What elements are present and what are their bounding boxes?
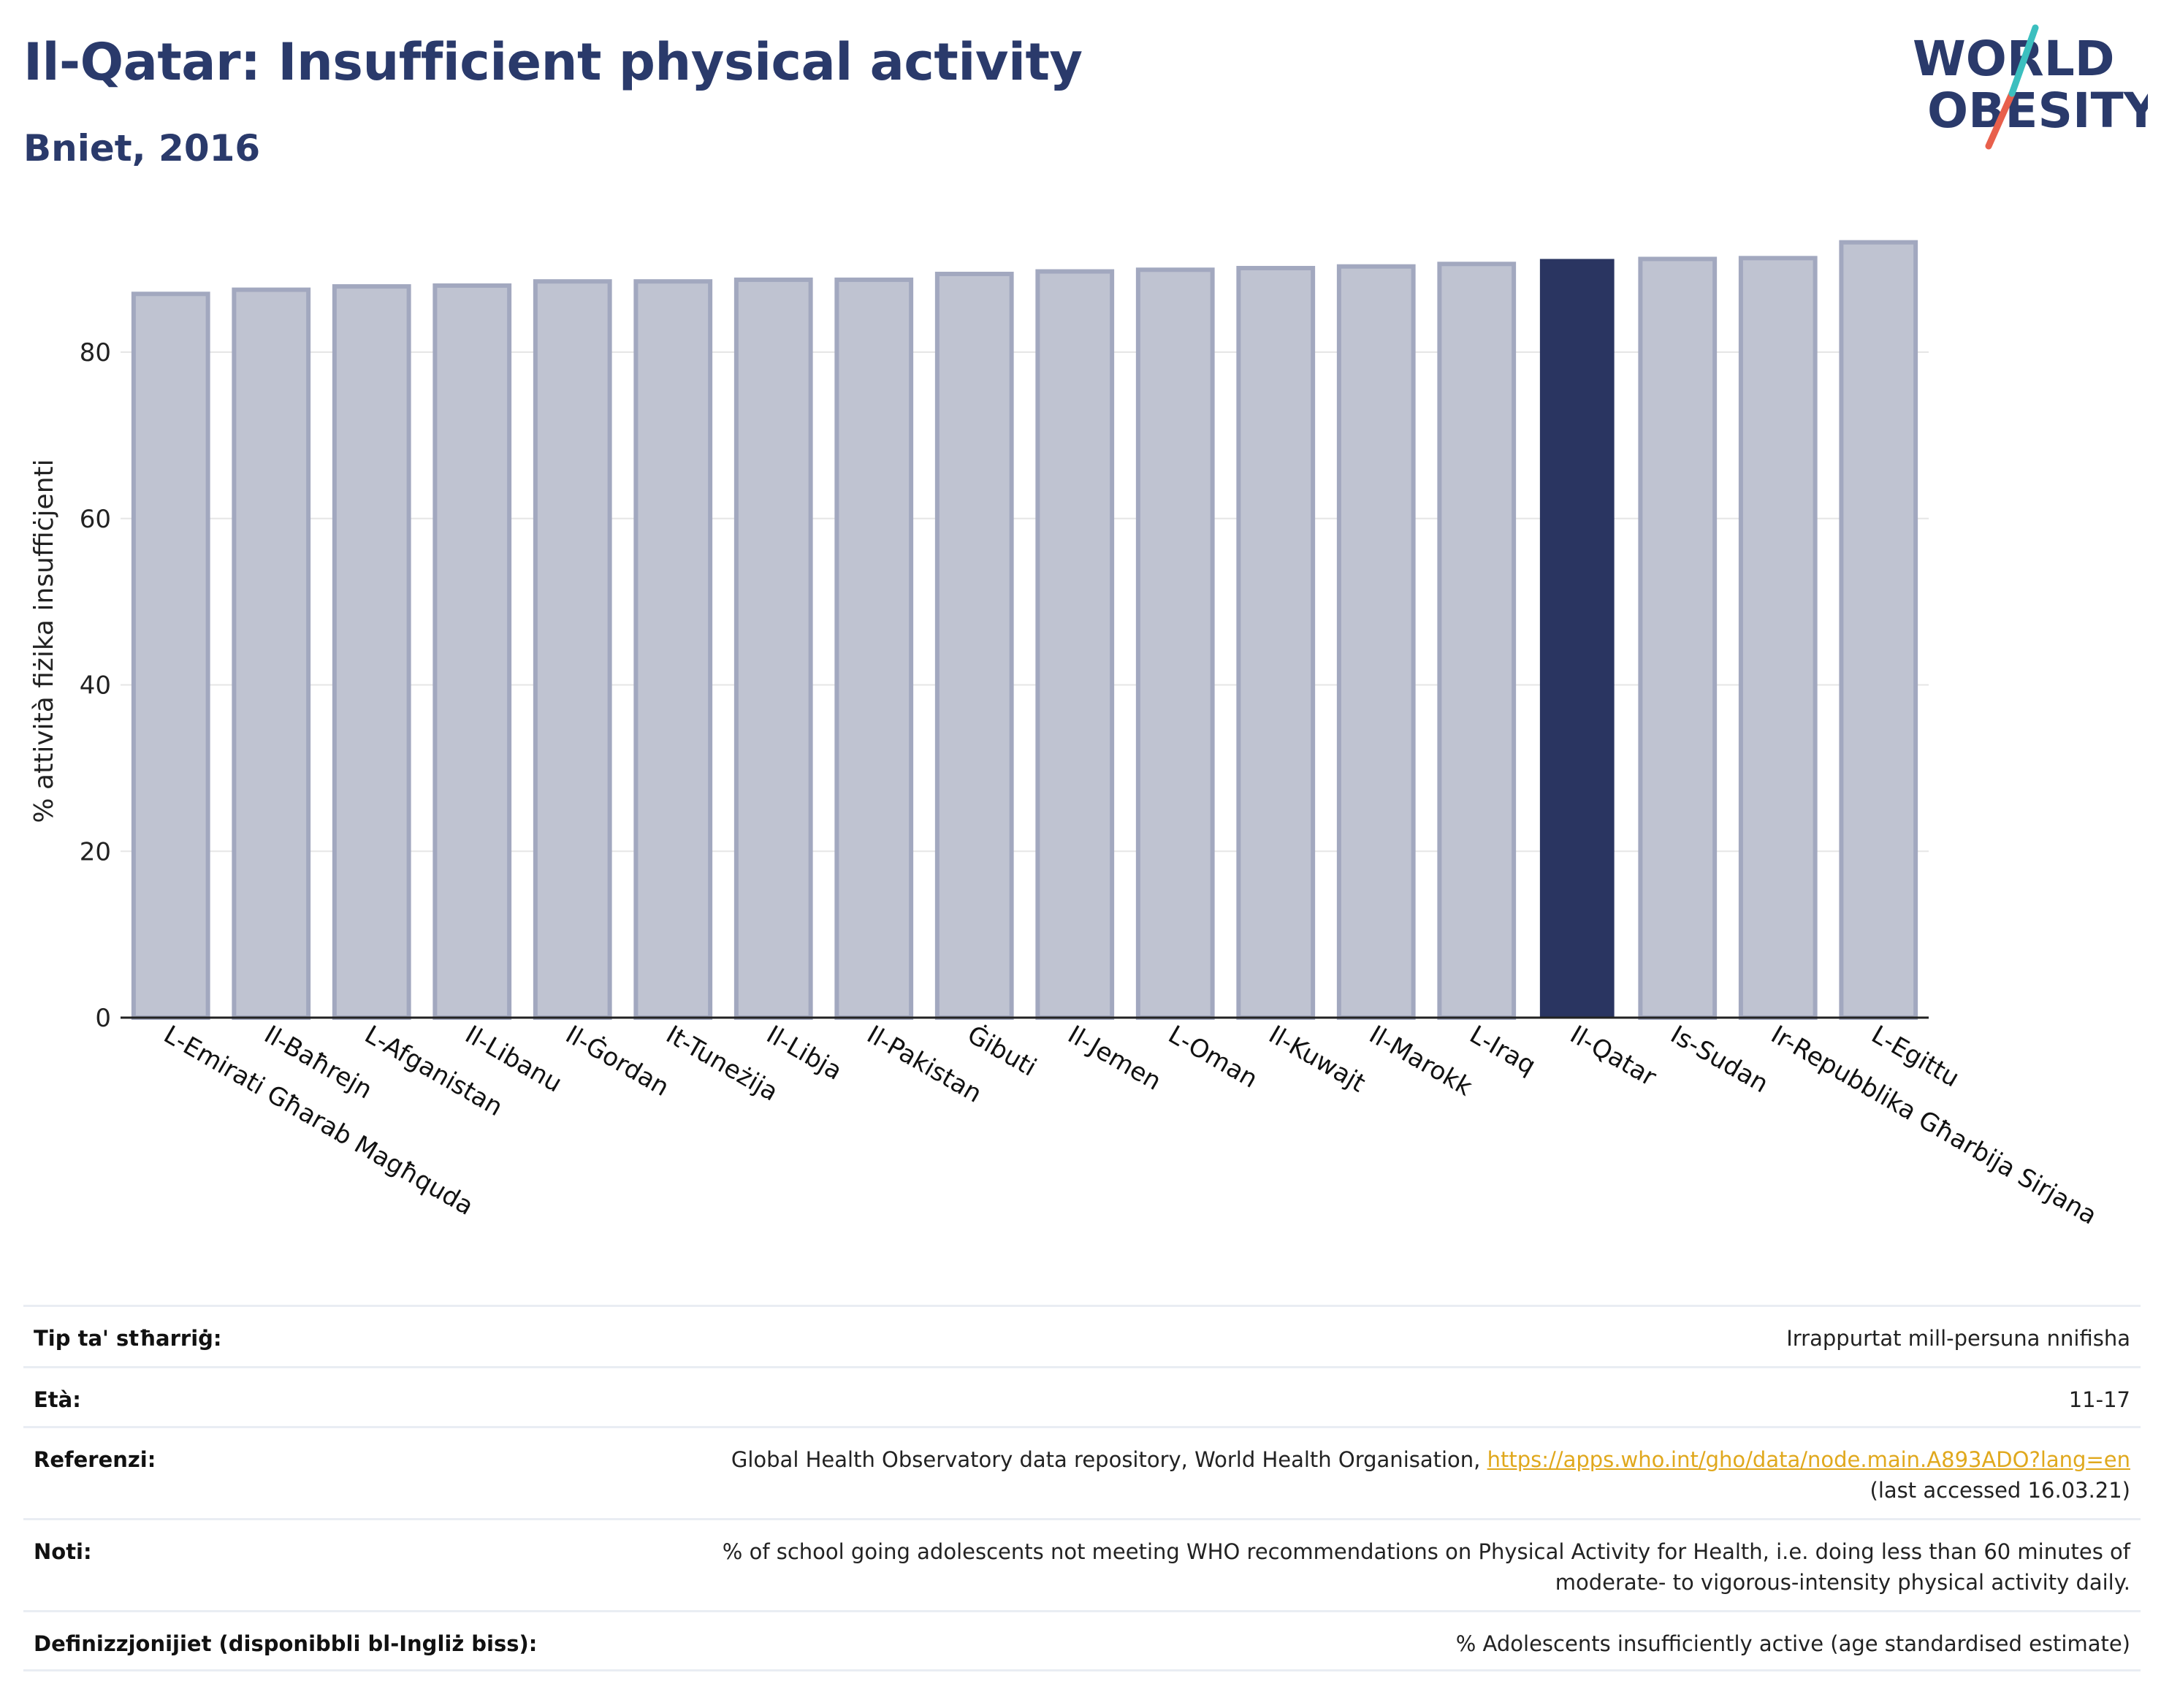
bar xyxy=(332,284,411,1020)
references-value: Global Health Observatory data repositor… xyxy=(731,1444,2130,1506)
bar xyxy=(1539,259,1615,1018)
bar xyxy=(1236,265,1316,1021)
bar xyxy=(131,291,210,1021)
bar xyxy=(1738,256,1818,1020)
notes-value: % of school going adolescents not meetin… xyxy=(722,1539,2130,1595)
age-row: Età: 11-17 xyxy=(23,1366,2141,1426)
notes-row: Noti: % of school going adolescents not … xyxy=(23,1518,2141,1610)
notes-label: Noti: xyxy=(34,1539,92,1564)
x-tick-label: Il-Marokk xyxy=(1364,1020,1477,1102)
x-tick-label: Il-Jemen xyxy=(1063,1020,1166,1097)
world-obesity-logo: WORLD OBESITY xyxy=(1913,24,2148,150)
definitions-label: Definizzjonijiet (disponibbli bl-Ingliż … xyxy=(34,1631,538,1656)
bar xyxy=(1336,264,1416,1020)
bar xyxy=(432,283,512,1020)
x-tick-label: L-Iraq xyxy=(1465,1020,1541,1080)
references-link[interactable]: https://apps.who.int/gho/data/node.main.… xyxy=(1487,1447,2130,1472)
y-tick-label: 20 xyxy=(80,837,111,866)
definitions-row: Definizzjonijiet (disponibbli bl-Ingliż … xyxy=(23,1610,2141,1671)
y-tick-label: 80 xyxy=(80,338,111,367)
y-axis-label: % attività fiżika insuffiċjenti xyxy=(29,459,59,823)
bar xyxy=(1638,256,1718,1021)
x-tick-label: Il-Pakistan xyxy=(862,1020,987,1109)
age-value: 11-17 xyxy=(2068,1387,2130,1412)
x-tick-label: Ġibuti xyxy=(962,1019,1042,1082)
x-tick-labels: L-Emirati Għarab MagħqudaIl-BaħrejnL-Afg… xyxy=(159,1019,2102,1230)
metadata-table: Tip ta' stħarriġ: Irrappurtat mill-persu… xyxy=(23,1305,2141,1671)
bar xyxy=(1135,267,1215,1021)
survey-type-row: Tip ta' stħarriġ: Irrappurtat mill-persu… xyxy=(23,1305,2141,1366)
bar xyxy=(733,277,813,1020)
y-tick-label: 40 xyxy=(80,671,111,701)
chart-subtitle: Bniet, 2016 xyxy=(23,127,261,169)
x-tick-label: Il-Ġordan xyxy=(560,1019,674,1102)
bar xyxy=(1839,240,1918,1020)
bar xyxy=(633,279,713,1020)
bar xyxy=(533,279,612,1020)
bar xyxy=(934,271,1014,1020)
logo-line2: OBESITY xyxy=(1927,83,2148,139)
y-tick-labels: 0 20 40 60 80 xyxy=(80,338,111,1033)
x-tick-label: Il-Kuwajt xyxy=(1264,1020,1371,1098)
x-tick-label: Is-Sudan xyxy=(1666,1020,1773,1099)
x-tick-label: L-Oman xyxy=(1163,1020,1262,1094)
definitions-value: % Adolescents insufficiently active (age… xyxy=(1455,1631,2130,1656)
age-label: Età: xyxy=(34,1387,81,1412)
bar xyxy=(1437,262,1517,1021)
y-tick-label: 60 xyxy=(80,505,111,534)
bar xyxy=(834,277,914,1020)
bars xyxy=(131,240,1918,1021)
references-label: Referenzi: xyxy=(34,1447,156,1472)
survey-type-label: Tip ta' stħarriġ: xyxy=(34,1326,222,1351)
survey-type-value: Irrappurtat mill-persuna nnifisha xyxy=(1786,1326,2130,1351)
bar-chart: 0 20 40 60 80 L-Emirati Għarab MagħqudaIl-Ba… xyxy=(29,240,2102,1231)
logo-line1: WORLD xyxy=(1913,31,2115,87)
references-accessed: (last accessed 16.03.21) xyxy=(1870,1478,2130,1503)
chart-title: Il-Qatar: Insufficient physical activity xyxy=(23,32,1083,92)
grid-lines xyxy=(121,351,1929,853)
bar xyxy=(1035,269,1115,1020)
bar xyxy=(232,287,311,1020)
x-tick-label: It-Tuneżija xyxy=(661,1020,783,1107)
x-tick-label: Il-Qatar xyxy=(1565,1020,1661,1092)
references-row: Referenzi: Global Health Observatory dat… xyxy=(23,1426,2141,1518)
y-tick-label: 0 xyxy=(95,1004,111,1033)
references-text: Global Health Observatory data repositor… xyxy=(731,1447,1481,1472)
